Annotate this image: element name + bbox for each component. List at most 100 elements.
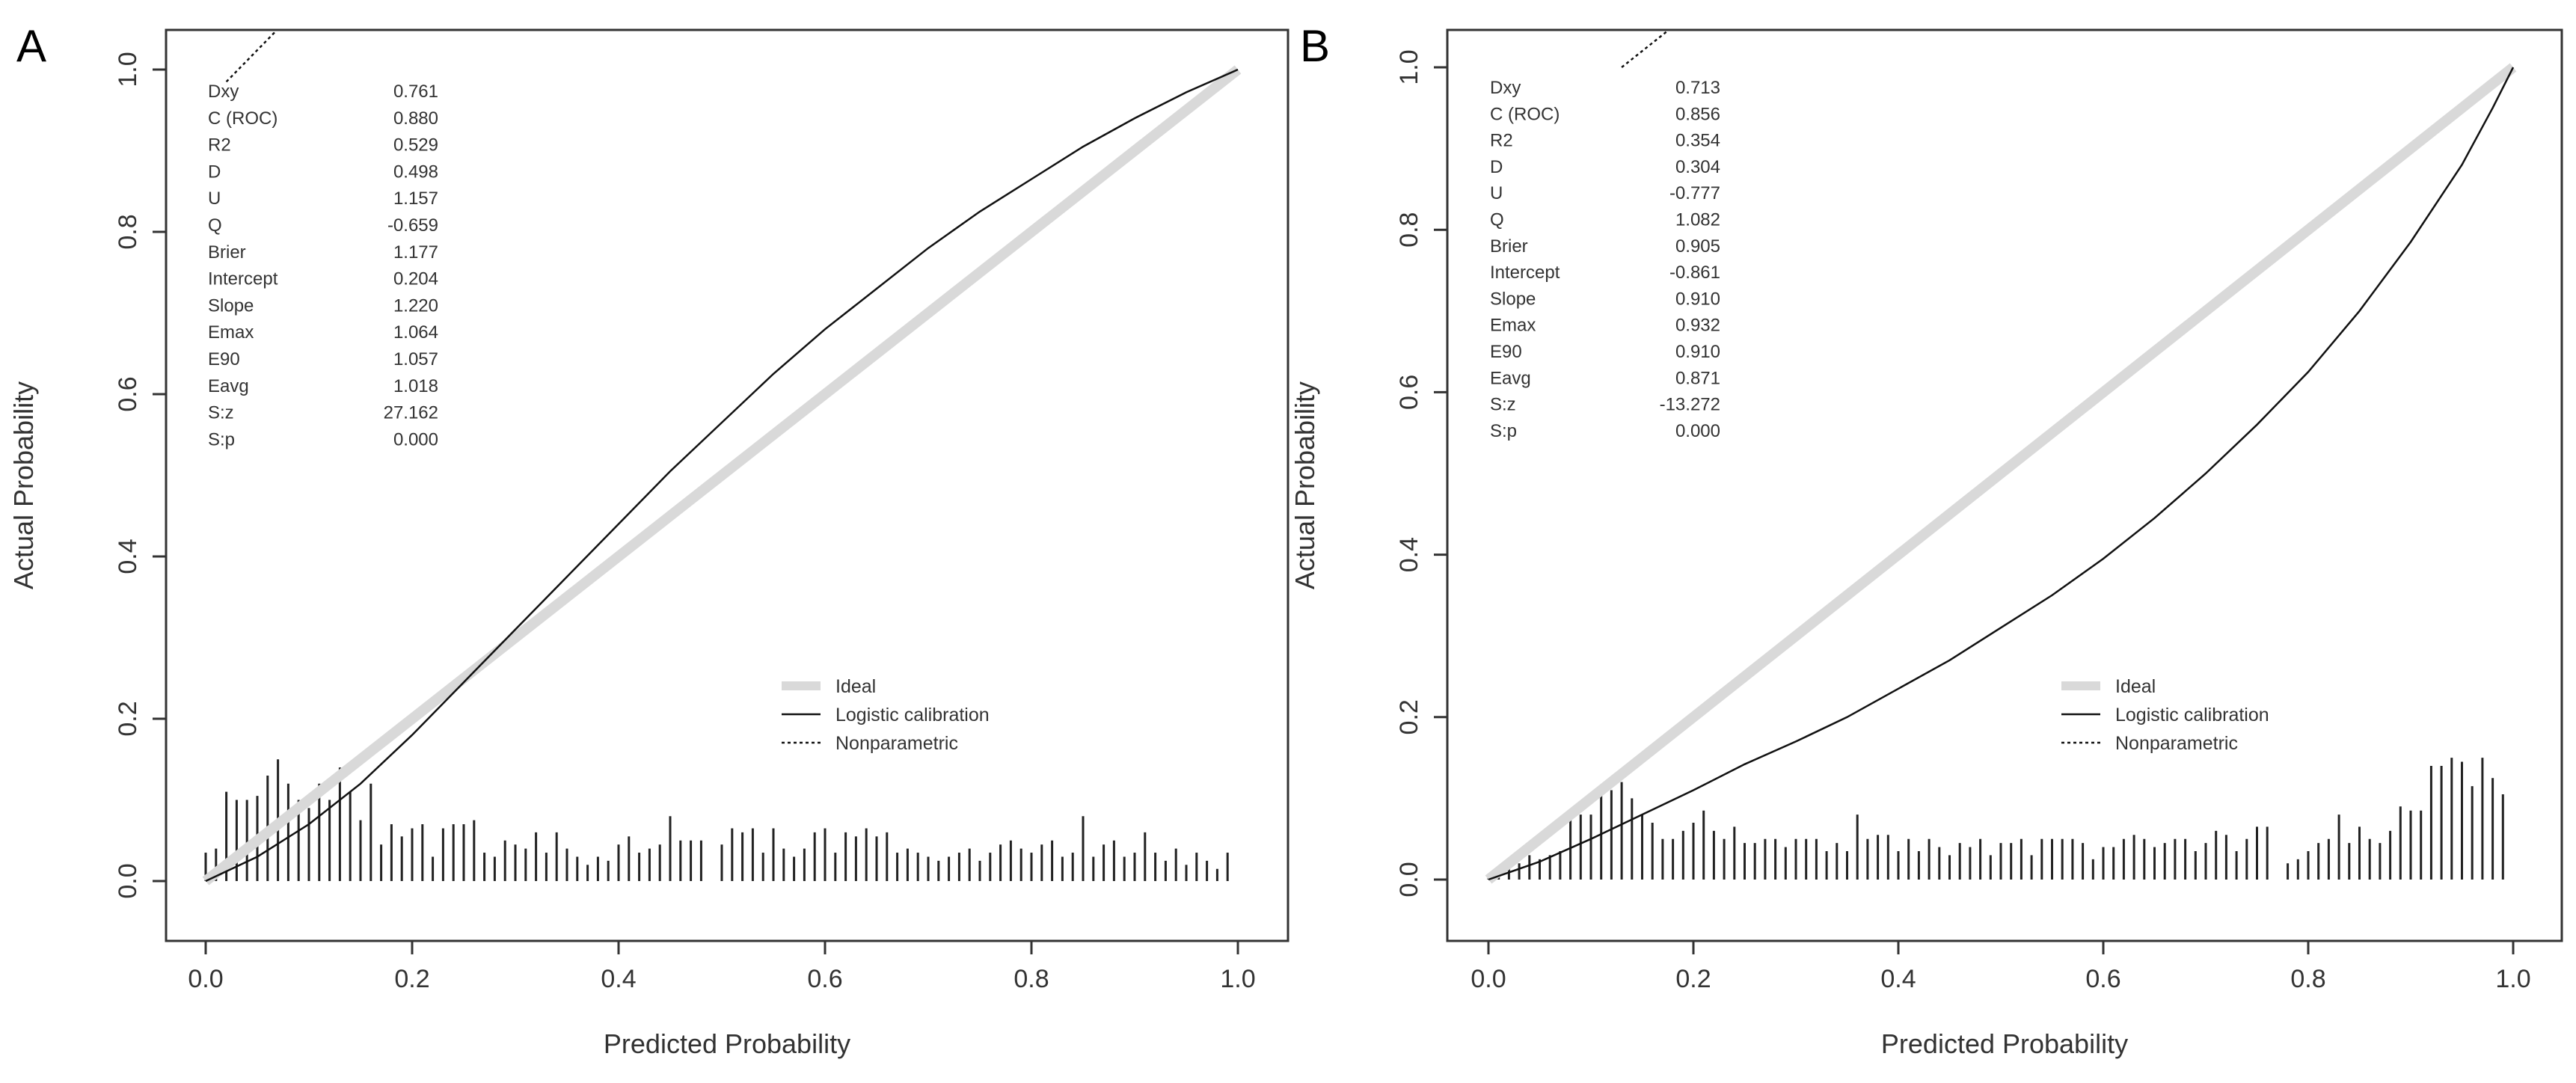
stat-value: 0.856: [1675, 104, 1720, 124]
y-tick-label: 0.0: [114, 863, 142, 898]
y-tick-label: 0.6: [114, 376, 142, 411]
x-tick-label: 0.8: [2290, 965, 2325, 993]
stat-label: C (ROC): [208, 108, 277, 129]
y-tick-label: 0.8: [1395, 212, 1423, 248]
stat-label: S:p: [208, 429, 235, 450]
ideal-line: [1485, 63, 2517, 884]
stat-label: Intercept: [208, 269, 278, 289]
logistic-calibration-line: [1488, 67, 2515, 881]
stat-label: E90: [1490, 342, 1522, 362]
stat-label: S:z: [208, 403, 234, 423]
stat-label: Eavg: [1490, 368, 1531, 388]
stat-value: 1.157: [393, 188, 438, 209]
legend-label: Nonparametric: [835, 733, 958, 754]
stat-label: C (ROC): [1490, 104, 1560, 124]
stat-value: 1.057: [393, 349, 438, 369]
stat-value: 1.064: [393, 322, 438, 343]
stat-value: 1.018: [393, 376, 438, 396]
x-axis-title: Predicted Probability: [1881, 1028, 2128, 1059]
legend-label: Logistic calibration: [835, 705, 990, 725]
y-tick-label: 0.6: [1395, 375, 1423, 410]
stat-value: -0.659: [387, 215, 438, 236]
stat-value: 1.177: [393, 242, 438, 263]
stat-value: 0.932: [1675, 316, 1720, 336]
nonparametric-line: [225, 30, 279, 83]
legend-label: Nonparametric: [2115, 733, 2238, 754]
x-tick-label: 0.2: [394, 965, 429, 993]
plot-border: [165, 28, 1289, 942]
stat-value: 1.220: [393, 295, 438, 316]
panel-label: A: [16, 21, 46, 71]
plot-border: [1446, 28, 2563, 942]
stat-label: D: [208, 162, 221, 182]
ideal-line: [202, 65, 1242, 886]
legend-label: Ideal: [835, 676, 876, 697]
stat-label: Dxy: [1490, 78, 1521, 98]
y-tick-label: 0.4: [1395, 537, 1423, 572]
y-tick-label: 0.2: [114, 701, 142, 736]
stat-label: Emax: [1490, 316, 1536, 336]
x-tick-label: 0.2: [1675, 965, 1711, 993]
x-tick-label: 0.4: [1880, 965, 1916, 993]
stat-label: Emax: [208, 322, 254, 343]
y-tick-label: 0.8: [114, 214, 142, 249]
stat-label: Slope: [208, 295, 254, 316]
nonparametric-line: [1621, 30, 1671, 68]
stat-value: 0.905: [1675, 236, 1720, 257]
stat-label: D: [1490, 157, 1503, 177]
x-tick-label: 0.0: [188, 965, 223, 993]
y-tick-label: 0.4: [114, 539, 142, 574]
stat-value: 0.000: [1675, 421, 1720, 441]
stat-value: -0.861: [1669, 263, 1720, 283]
stat-label: U: [1490, 183, 1503, 203]
stat-label: Slope: [1490, 289, 1536, 309]
plot-area: [1485, 30, 2517, 884]
stat-value: 0.910: [1675, 289, 1720, 309]
stat-label: E90: [208, 349, 240, 369]
stat-label: Q: [208, 215, 222, 236]
y-axis-title: Actual Probability: [8, 381, 39, 589]
stat-value: 0.713: [1675, 78, 1720, 98]
stat-value: -13.272: [1660, 395, 1720, 415]
x-tick-label: 0.6: [2085, 965, 2120, 993]
stat-value: -0.777: [1669, 183, 1720, 203]
stat-label: U: [208, 188, 221, 209]
x-tick-label: 1.0: [1220, 965, 1255, 993]
stat-value: 0.880: [393, 108, 438, 129]
plot-area: [202, 30, 1242, 886]
stat-value: 0.529: [393, 135, 438, 156]
panel-a: A 0.0 0.2 0.4 0.6 0.8 1.0 0.0 0.2 0.4 0.6 0.8 1.0 Pre…: [8, 21, 1289, 1059]
x-tick-label: 1.0: [2495, 965, 2530, 993]
stat-value: 0.304: [1675, 157, 1720, 177]
stat-value: 0.871: [1675, 368, 1720, 388]
x-tick-label: 0.6: [807, 965, 842, 993]
stat-value: 27.162: [384, 403, 438, 423]
stat-label: Dxy: [208, 82, 239, 102]
stat-label: Eavg: [208, 376, 249, 396]
x-axis-title: Predicted Probability: [604, 1028, 850, 1059]
stat-value: 0.761: [393, 82, 438, 102]
panel-label: B: [1300, 21, 1330, 71]
stat-label: Brier: [1490, 236, 1528, 257]
y-tick-label: 0.0: [1395, 862, 1423, 897]
y-tick-label: 0.2: [1395, 699, 1423, 734]
y-tick-label: 1.0: [1395, 49, 1423, 85]
stat-value: 0.000: [393, 429, 438, 450]
stat-value: 0.498: [393, 162, 438, 182]
legend-label: Logistic calibration: [2115, 705, 2269, 725]
y-axis-title: Actual Probability: [1289, 381, 1320, 589]
stat-label: Q: [1490, 210, 1504, 230]
stat-value: 0.354: [1675, 131, 1720, 151]
logistic-calibration-line: [205, 68, 1239, 883]
x-tick-label: 0.8: [1013, 965, 1049, 993]
stat-value: 0.204: [393, 269, 438, 289]
x-tick-label: 0.4: [601, 965, 636, 993]
legend-label: Ideal: [2115, 676, 2156, 697]
x-tick-label: 0.0: [1471, 965, 1506, 993]
panel-b: B 0.0 0.2 0.4 0.6 0.8 1.0 0.0 0.2 0.4 0.6 0.8 1.0 Pre…: [1289, 21, 2563, 1059]
stat-label: S:p: [1490, 421, 1517, 441]
stat-label: R2: [1490, 131, 1513, 151]
stat-label: Brier: [208, 242, 246, 263]
stat-value: 1.082: [1675, 210, 1720, 230]
